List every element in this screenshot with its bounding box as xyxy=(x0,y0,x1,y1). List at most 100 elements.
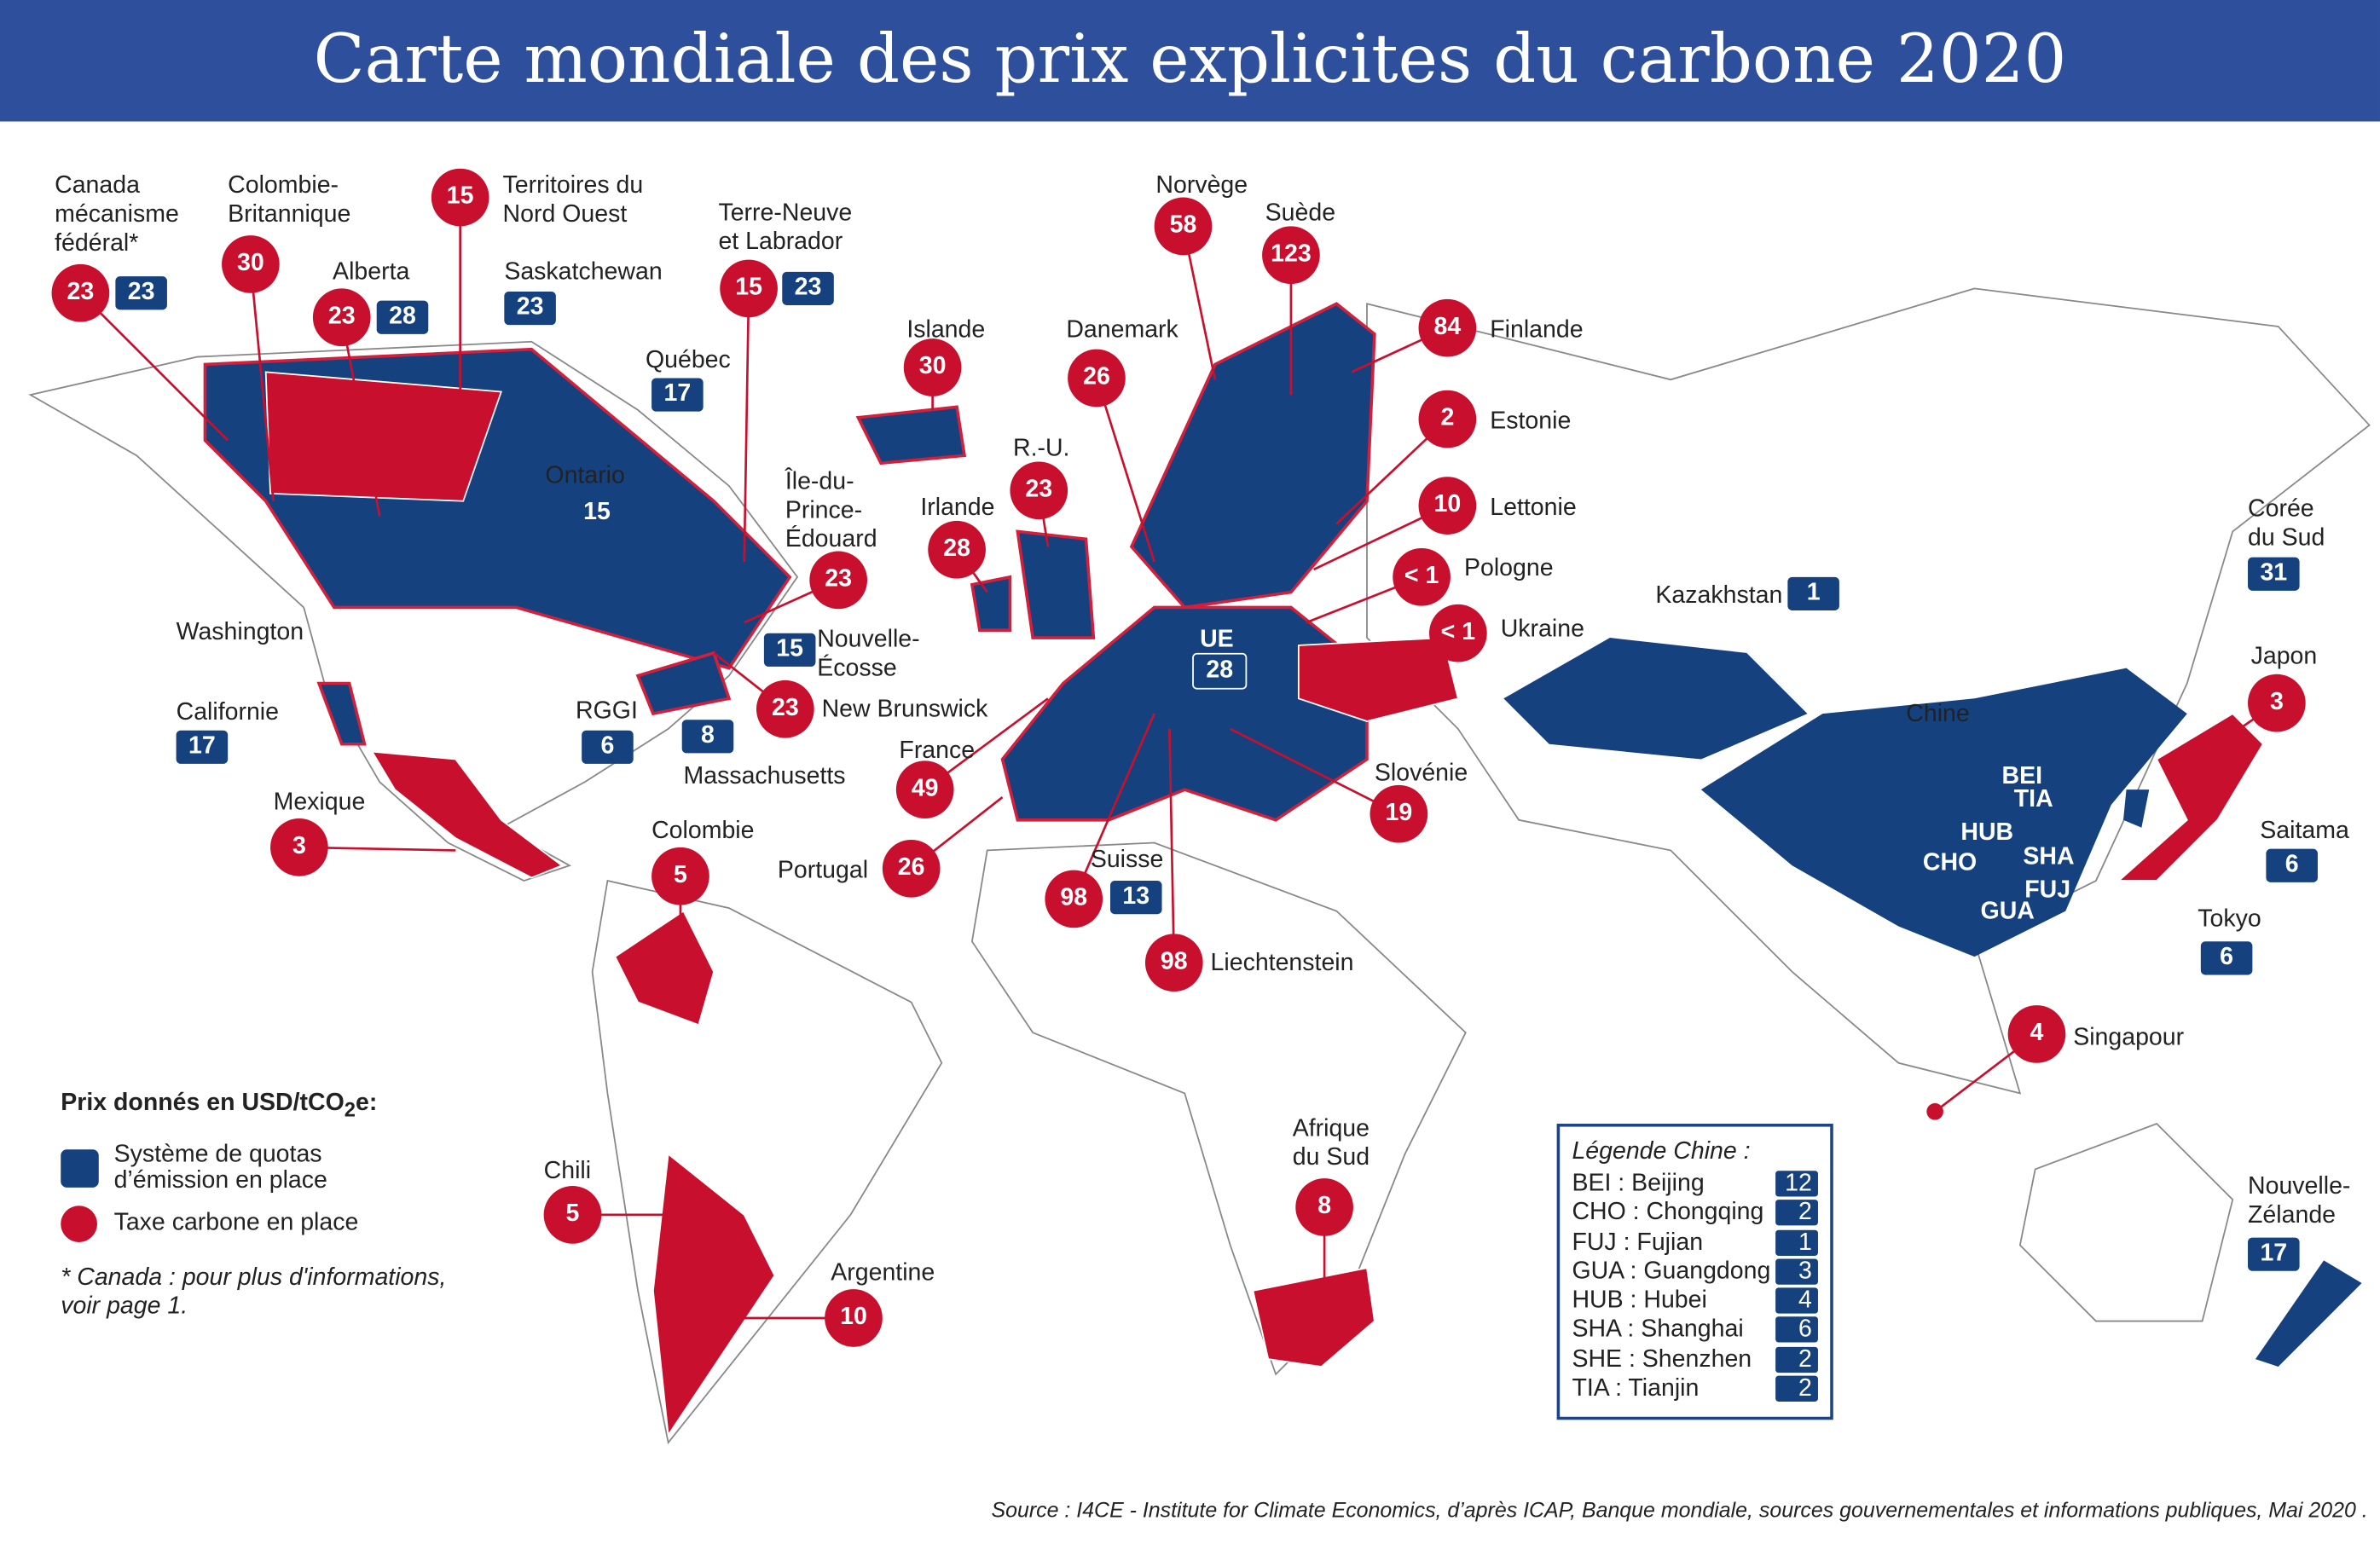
label-danemark: Danemark xyxy=(1066,317,1178,344)
tax-marker-france: 49 xyxy=(895,760,954,819)
tax-pin-icon xyxy=(61,1206,97,1243)
label-ukraine: Ukraine xyxy=(1500,616,1584,643)
china-code-tia: TIA xyxy=(2013,786,2053,812)
label-chine: Chine xyxy=(1906,701,1970,728)
eu-region xyxy=(1000,605,1369,822)
china-legend-row: FUJ : Fujian 1 xyxy=(1572,1228,1830,1257)
ets-marker-nouvelle-écosse: 15 xyxy=(763,633,816,667)
tax-marker-new-brunswick: 23 xyxy=(756,679,814,738)
new-zealand-region xyxy=(2255,1260,2362,1367)
label-washington: Washington xyxy=(176,619,304,645)
label-colombie-britannique: Colombie- Britannique xyxy=(228,173,351,228)
china-region-name: CHO : Chongqing xyxy=(1572,1200,1764,1226)
ets-marker-terre-neuve-et-labrador: 23 xyxy=(782,271,834,306)
leader-line-colombie-britannique xyxy=(249,263,275,501)
tax-marker-islande: 30 xyxy=(903,338,962,396)
ets-marker-canada-mécanisme-fédéral: 23 xyxy=(115,276,167,310)
tax-marker-afrique-du-sud: 8 xyxy=(1295,1178,1353,1236)
china-legend-row: SHE : Shenzhen 2 xyxy=(1572,1345,1830,1374)
ets-marker-suisse: 13 xyxy=(1109,881,1162,915)
uk-region xyxy=(1016,529,1096,639)
label-france: France xyxy=(899,737,976,764)
australia-land xyxy=(2018,1122,2234,1322)
label-singapour: Singapour xyxy=(2073,1025,2185,1051)
label-mexique: Mexique xyxy=(273,789,366,816)
label-île-du-prince-édouard: Île-du- Prince- Édouard xyxy=(785,469,877,553)
label-saskatchewan: Saskatchewan xyxy=(504,259,663,286)
label-r-u: R.-U. xyxy=(1012,436,1070,462)
label-canada-mécanisme-fédéral: Canada mécanisme fédéral* xyxy=(55,173,179,257)
tax-marker-norvège: 58 xyxy=(1154,197,1213,256)
legend-tax-label: Taxe carbone en place xyxy=(113,1210,359,1237)
ets-square-icon xyxy=(61,1148,99,1188)
china-legend-row: CHO : Chongqing 2 xyxy=(1572,1199,1830,1228)
china-region-value: 6 xyxy=(1775,1317,1818,1344)
china-region-value: 12 xyxy=(1775,1171,1818,1197)
china-legend-row: HUB : Hubei 4 xyxy=(1572,1287,1830,1316)
china-legend-title: Légende Chine : xyxy=(1572,1138,1751,1165)
leader-line-terre-neuve-et-labrador xyxy=(743,288,750,563)
tax-marker-singapour: 4 xyxy=(2007,1005,2066,1063)
label-norvège: Norvège xyxy=(1155,173,1248,200)
label-portugal: Portugal xyxy=(777,858,869,884)
label-afrique-du-sud: Afrique du Sud xyxy=(1292,1116,1370,1171)
ets-marker-ue: 28 xyxy=(1192,652,1248,690)
label-nouvelle-écosse: Nouvelle- Écosse xyxy=(817,627,920,682)
tax-marker-irlande: 28 xyxy=(928,520,986,579)
label-colombie: Colombie xyxy=(651,818,755,845)
us-northeast-region xyxy=(635,651,732,716)
argentina-region xyxy=(651,1152,776,1437)
canada-red-region xyxy=(264,371,502,502)
label-territoires-du-nord-ouest: Territoires du Nord Ouest xyxy=(502,173,644,228)
leader-line-slovénie xyxy=(1230,727,1399,815)
label-saitama: Saitama xyxy=(2260,818,2349,845)
tax-marker-danemark: 26 xyxy=(1068,349,1126,408)
tax-marker-argentine: 10 xyxy=(825,1289,883,1347)
us-west-region xyxy=(316,681,367,746)
china-code-hub: HUB xyxy=(1960,819,2014,847)
ets-marker-québec: 17 xyxy=(651,378,704,412)
china-region-name: FUJ : Fujian xyxy=(1572,1229,1704,1256)
china-legend-row: GUA : Guangdong 3 xyxy=(1572,1258,1830,1287)
ets-marker-rggi: 6 xyxy=(582,730,634,764)
label-pologne: Pologne xyxy=(1463,555,1554,582)
china-region-name: SHA : Shanghai xyxy=(1572,1317,1744,1344)
tax-marker-colombie-britannique: 30 xyxy=(222,235,280,293)
label-estonie: Estonie xyxy=(1490,408,1572,435)
label-liechtenstein: Liechtenstein xyxy=(1210,950,1354,977)
leader-line-suisse xyxy=(1073,713,1155,899)
china-region-name: SHE : Shenzhen xyxy=(1572,1346,1752,1373)
label-kazakhstan: Kazakhstan xyxy=(1655,582,1783,610)
china-region xyxy=(1700,668,2187,957)
ets-marker-corée-du-sud: 31 xyxy=(2248,557,2300,591)
label-new-brunswick: New Brunswick xyxy=(821,697,988,723)
legend-tax: Taxe carbone en place xyxy=(61,1206,501,1243)
tax-marker-île-du-prince-édouard: 23 xyxy=(809,551,868,610)
iceland-region xyxy=(855,405,967,466)
tax-marker-mexique: 3 xyxy=(270,818,328,876)
ukraine-region xyxy=(1297,637,1459,722)
china-code-gua: GUA xyxy=(1980,899,2035,925)
china-region-name: BEI : Beijing xyxy=(1572,1171,1705,1197)
ireland-region xyxy=(970,575,1012,632)
china-legend-row: SHA : Shanghai 6 xyxy=(1572,1316,1830,1344)
china-code-bei: BEI xyxy=(2001,763,2042,790)
label-rggi: RGGI xyxy=(576,698,638,725)
china-legend-row: BEI : Beijing 12 xyxy=(1572,1169,1830,1198)
legend-ets-label: Système de quotas d’émission en place xyxy=(113,1142,327,1194)
ets-marker-ontario: 15 xyxy=(570,496,623,530)
label-ue: UE xyxy=(1200,627,1234,653)
label-alberta: Alberta xyxy=(333,259,410,286)
label-suisse: Suisse xyxy=(1090,847,1164,874)
tax-marker-estonie: 2 xyxy=(1418,390,1477,448)
china-region-name: TIA : Tianjin xyxy=(1572,1375,1700,1402)
leader-line-canada-mécanisme-fédéral xyxy=(79,292,229,442)
china-region-value: 3 xyxy=(1775,1258,1818,1285)
africa-land xyxy=(970,841,1467,1376)
label-finlande: Finlande xyxy=(1490,317,1584,344)
legend-ets: Système de quotas d’émission en place xyxy=(61,1142,501,1194)
tax-marker-japon: 3 xyxy=(2248,674,2306,732)
ets-marker-massachusetts: 8 xyxy=(681,720,734,754)
china-region-name: HUB : Hubei xyxy=(1572,1287,1707,1314)
label-corée-du-sud: Corée du Sud xyxy=(2248,496,2325,552)
